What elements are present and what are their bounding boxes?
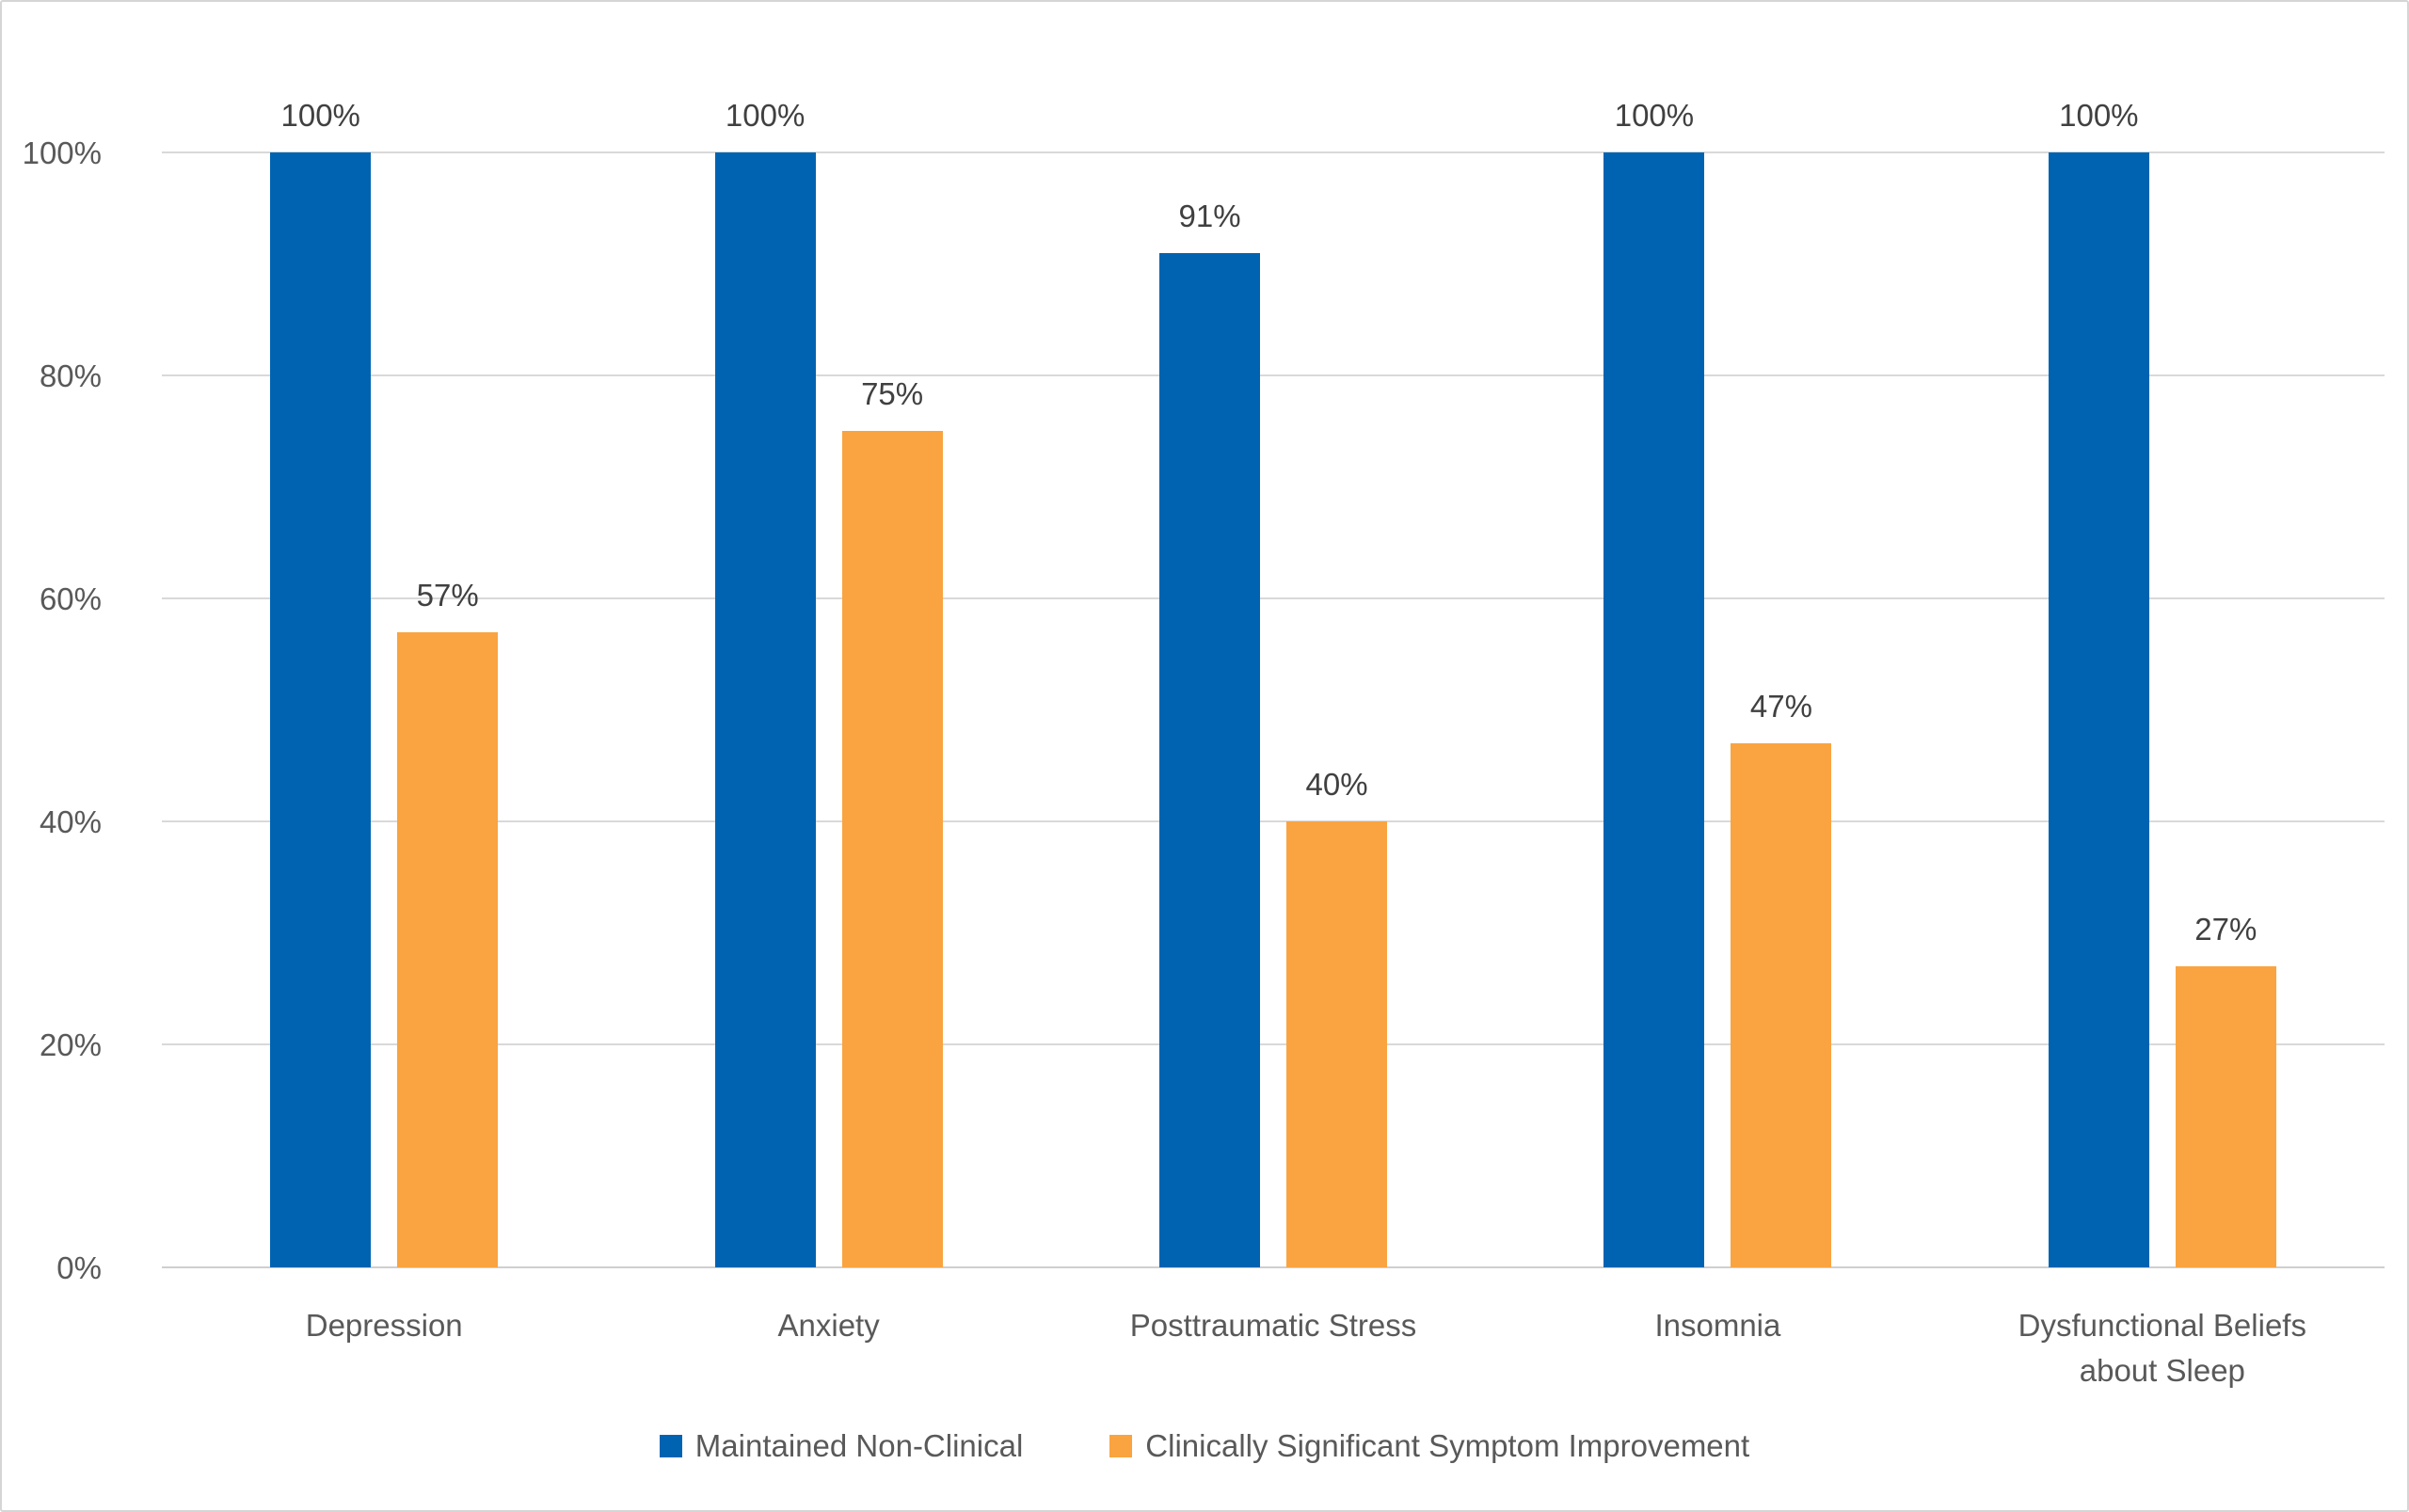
- bar-column: 57%: [397, 152, 499, 1267]
- y-axis-tick-label: 0%: [56, 1250, 102, 1285]
- category-label: Insomnia: [1654, 1308, 1781, 1343]
- bar-group: 100% 27%: [1940, 98, 2385, 1267]
- bar-value-label: 100%: [725, 98, 806, 133]
- plot-area: 0% 20% 40% 60% 80% 100% 100% 57% 100% 75% 91% 40% 10…: [23, 98, 2385, 1285]
- gridline-40%: [162, 820, 2385, 822]
- legend-label: Maintained Non-Clinical: [694, 1428, 1024, 1463]
- category-label: Anxiety: [777, 1308, 880, 1343]
- bar-column: 91%: [1159, 152, 1261, 1267]
- bar-column: 75%: [841, 152, 943, 1267]
- bar-value-label: 47%: [1749, 689, 1812, 724]
- category-label-cell: Insomnia: [1495, 1303, 1939, 1393]
- bar-column: 47%: [1731, 152, 1832, 1267]
- category-label: Posttraumatic Stress: [1129, 1308, 1417, 1343]
- bar-series-maintained-non-clinical: [270, 152, 372, 1267]
- bar-value-label: 75%: [861, 376, 924, 412]
- bar-value-label: 27%: [2194, 912, 2257, 947]
- bar-series-maintained-non-clinical: [1603, 152, 1705, 1267]
- bar-value-label: 100%: [2059, 98, 2139, 133]
- bar-group: 100% 57%: [162, 98, 606, 1267]
- gridline-20%: [162, 1043, 2385, 1045]
- bar-column: 27%: [2175, 152, 2276, 1267]
- bar-pair: 100% 27%: [2048, 98, 2276, 1267]
- bar-series-clinically-significant-improvement: [1286, 821, 1388, 1267]
- bar-group: 100% 47%: [1495, 98, 1939, 1267]
- bar-series-clinically-significant-improvement: [1731, 743, 1832, 1267]
- y-axis-tick-label: 60%: [39, 581, 102, 616]
- y-axis-tick-label: 20%: [39, 1027, 102, 1062]
- category-label: Depression: [305, 1308, 463, 1343]
- bar-column: 100%: [714, 98, 816, 1267]
- bar-series-maintained-non-clinical: [1159, 252, 1261, 1267]
- bar-pair: 100% 47%: [1603, 98, 1832, 1267]
- category-label-cell: Posttraumatic Stress: [1051, 1303, 1495, 1393]
- category-label: Dysfunctional Beliefs about Sleep: [2018, 1308, 2306, 1388]
- y-axis-tick-label: 100%: [22, 135, 102, 170]
- bar-series-clinically-significant-improvement: [397, 631, 499, 1267]
- legend: Maintained Non-Clinical Clinically Signif…: [2, 1428, 2407, 1464]
- legend-swatch-icon: [659, 1435, 682, 1457]
- bar-value-label: 100%: [280, 98, 360, 133]
- bar-pair: 91% 40%: [1159, 152, 1388, 1267]
- bar-group: 91% 40%: [1051, 152, 1495, 1267]
- bar-column: 40%: [1286, 152, 1388, 1267]
- gridline-80%: [162, 374, 2385, 376]
- legend-label: Clinically Significant Symptom Improveme…: [1145, 1428, 1750, 1463]
- bar-group: 100% 75%: [606, 98, 1050, 1267]
- legend-item-clinically-significant-improvement: Clinically Significant Symptom Improveme…: [1109, 1428, 1749, 1464]
- y-axis-tick-label: 80%: [39, 358, 102, 393]
- bar-series-clinically-significant-improvement: [841, 431, 943, 1267]
- y-axis-tick-label: 40%: [39, 804, 102, 839]
- bar-value-label: 57%: [416, 577, 479, 613]
- bar-series-clinically-significant-improvement: [2175, 966, 2276, 1267]
- bar-pair: 100% 57%: [270, 98, 499, 1267]
- category-label-cell: Depression: [162, 1303, 606, 1393]
- bar-series-maintained-non-clinical: [714, 152, 816, 1267]
- gridline-60%: [162, 597, 2385, 599]
- category-label-cell: Anxiety: [606, 1303, 1050, 1393]
- bar-value-label: 40%: [1305, 767, 1368, 802]
- gridline-0%: [162, 1266, 2385, 1268]
- bar-pair: 100% 75%: [714, 98, 943, 1267]
- bar-series-maintained-non-clinical: [2048, 152, 2149, 1267]
- bar-groups: 100% 57% 100% 75% 91% 40% 100% 47% 100% 27%: [162, 98, 2385, 1267]
- category-label-cell: Dysfunctional Beliefs about Sleep: [1940, 1303, 2385, 1393]
- legend-swatch-icon: [1109, 1435, 1133, 1457]
- gridline-100%: [162, 151, 2385, 153]
- bar-column: 100%: [1603, 98, 1705, 1267]
- bar-column: 100%: [2048, 98, 2149, 1267]
- legend-item-maintained-non-clinical: Maintained Non-Clinical: [659, 1428, 1024, 1464]
- bar-value-label: 100%: [1614, 98, 1695, 133]
- category-axis: Depression Anxiety Posttraumatic Stress Ins…: [162, 1303, 2385, 1393]
- bar-value-label: 91%: [1178, 198, 1241, 233]
- bar-column: 100%: [270, 98, 372, 1267]
